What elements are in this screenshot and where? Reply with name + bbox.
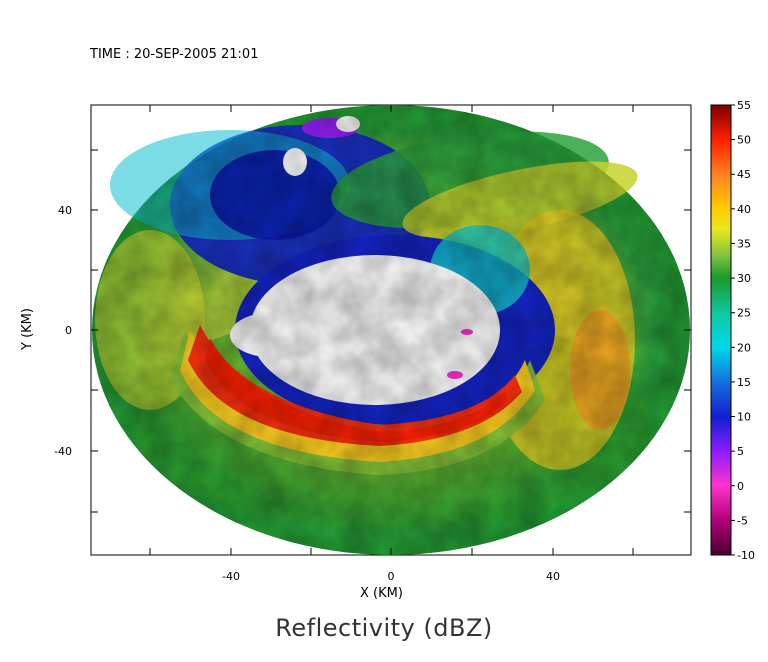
- colorbar-label: -10: [737, 549, 755, 562]
- reflectivity-field: [92, 105, 690, 555]
- y-tick-label: -40: [54, 445, 72, 458]
- colorbar-label: 25: [737, 307, 751, 320]
- radar-coverage-texture: [92, 105, 690, 555]
- y-ticks: [91, 149, 691, 513]
- chart-title: Reflectivity (dBZ): [275, 614, 493, 642]
- colorbar: [710, 104, 732, 556]
- colorbar-label: 20: [737, 341, 751, 354]
- x-tick-label: -40: [222, 570, 240, 583]
- colorbar-label: 55: [737, 99, 751, 112]
- colorbar-label: 45: [737, 168, 751, 181]
- x-tick-label: 40: [546, 570, 560, 583]
- y-tick-label: 0: [65, 324, 72, 337]
- colorbar-label: 5: [737, 445, 744, 458]
- x-tick-label: 0: [388, 570, 395, 583]
- colorbar-label: 35: [737, 237, 751, 250]
- x-ticks: [149, 105, 634, 555]
- colorbar-label: 30: [737, 272, 751, 285]
- colorbar-label: 15: [737, 376, 751, 389]
- timestamp: TIME : 20-SEP-2005 21:01: [90, 47, 259, 62]
- y-axis-label: Y (KM): [20, 308, 35, 350]
- colorbar-label: 50: [737, 134, 751, 147]
- colorbar-label: 40: [737, 203, 751, 216]
- colorbar-label: -5: [737, 514, 748, 527]
- colorbar-label: 10: [737, 411, 751, 424]
- y-tick-label: 40: [58, 204, 72, 217]
- x-axis-label: X (KM): [360, 586, 403, 601]
- colorbar-label: 0: [737, 480, 744, 493]
